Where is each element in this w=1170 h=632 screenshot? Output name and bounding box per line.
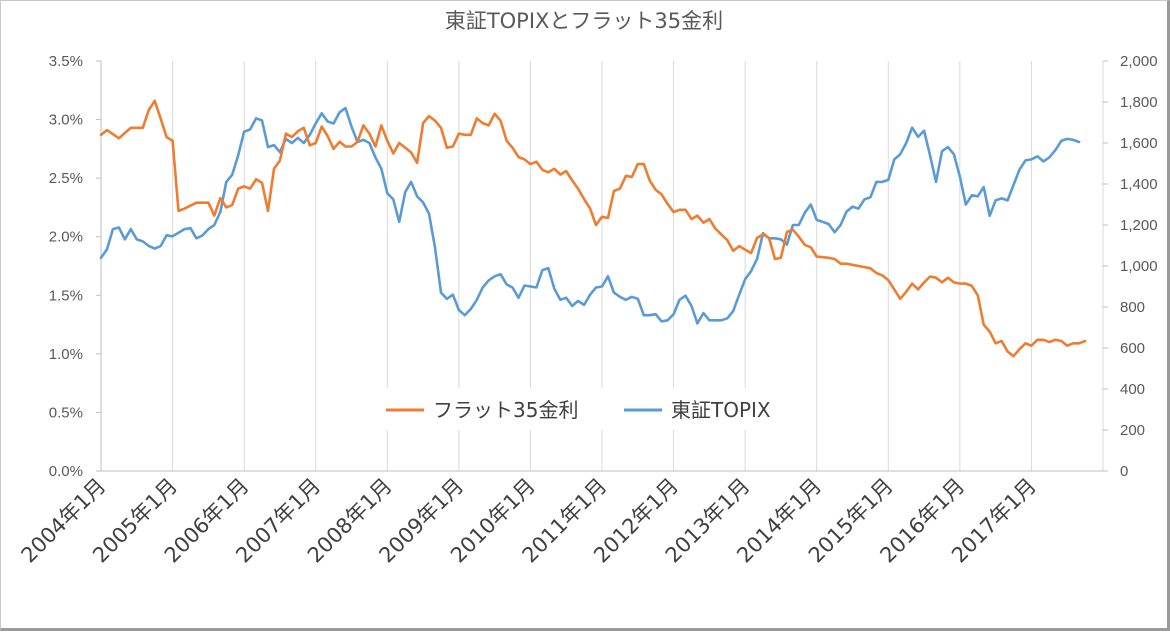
series-line-flat35 — [99, 99, 1087, 358]
y-right-tick-label: 0 — [1120, 463, 1128, 480]
y-right-tick-label: 1,000 — [1120, 258, 1158, 275]
y-right-tick-label: 1,800 — [1120, 94, 1158, 111]
y-left-tick-label: 3.0% — [49, 112, 83, 129]
y-left-tick-label: 2.0% — [49, 229, 83, 246]
y-right-tick-label: 1,400 — [1120, 176, 1158, 193]
y-right-tick-label: 400 — [1120, 381, 1145, 398]
y-right-tick-label: 1,600 — [1120, 135, 1158, 152]
series-line-topix — [99, 106, 1081, 325]
y-right-tick-label: 1,200 — [1120, 217, 1158, 234]
y-left-tick-label: 2.5% — [49, 170, 83, 187]
legend-entry-label: フラット35金利 — [433, 398, 578, 422]
y-left-tick-label: 0.5% — [49, 404, 83, 421]
y-left-tick-label: 1.0% — [49, 346, 83, 363]
y-left-tick-label: 3.5% — [49, 53, 83, 70]
legend-entry-label: 東証TOPIX — [671, 398, 771, 422]
axes: 2004年1月2005年1月2006年1月2007年1月2008年1月2009年… — [17, 53, 1158, 567]
y-left-tick-label: 1.5% — [49, 287, 83, 304]
y-right-tick-label: 600 — [1120, 340, 1145, 357]
y-right-tick-label: 2,000 — [1120, 53, 1158, 70]
y-right-tick-label: 800 — [1120, 299, 1145, 316]
y-right-tick-label: 200 — [1120, 422, 1145, 439]
legend: フラット35金利 東証TOPIX — [373, 388, 813, 430]
chart-title: 東証TOPIXとフラット35金利 — [445, 9, 723, 33]
legend-background — [373, 388, 813, 430]
y-left-tick-label: 0.0% — [49, 463, 83, 480]
series-lines — [99, 99, 1087, 358]
